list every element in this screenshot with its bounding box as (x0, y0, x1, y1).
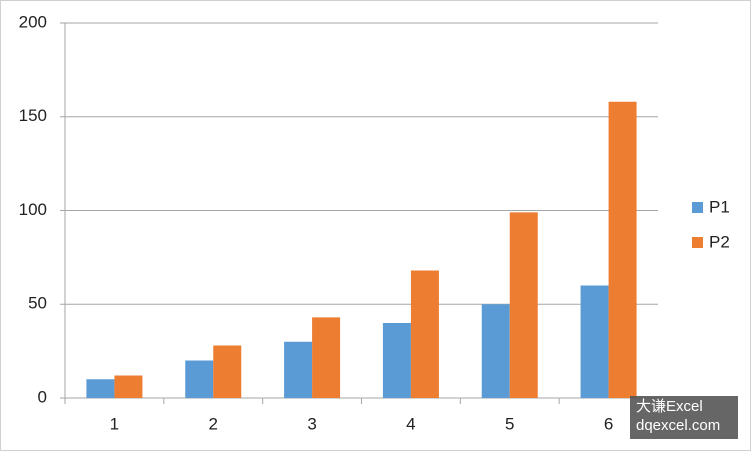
bar (509, 212, 538, 398)
y-tick-label: 0 (38, 387, 47, 406)
x-tick-label: 6 (604, 414, 613, 433)
legend-label: P2 (709, 232, 730, 251)
watermark: 大谦Excel dqexcel.com (630, 396, 738, 439)
bar (86, 379, 115, 398)
x-tick-label: 4 (406, 414, 415, 433)
bar (213, 345, 242, 398)
legend-swatch (692, 237, 703, 248)
y-tick-label: 200 (19, 12, 47, 31)
x-tick-label: 2 (209, 414, 218, 433)
bar (284, 341, 313, 398)
bar (114, 375, 143, 398)
bar (382, 323, 411, 398)
legend-swatch (692, 202, 703, 213)
watermark-box (630, 396, 738, 439)
x-tick-label: 3 (307, 414, 316, 433)
bar (410, 270, 439, 398)
y-tick-label: 50 (28, 294, 47, 313)
y-tick-label: 100 (19, 200, 47, 219)
watermark-text: dqexcel.com (636, 417, 720, 434)
x-tick-label: 1 (110, 414, 119, 433)
bar (580, 285, 609, 398)
x-tick-label: 5 (505, 414, 514, 433)
bar (481, 304, 510, 398)
y-tick-label: 150 (19, 106, 47, 125)
bar (185, 360, 214, 398)
bar (312, 317, 341, 398)
legend-label: P1 (709, 197, 730, 216)
watermark-text: 大谦Excel (636, 398, 703, 415)
bar (608, 101, 637, 398)
